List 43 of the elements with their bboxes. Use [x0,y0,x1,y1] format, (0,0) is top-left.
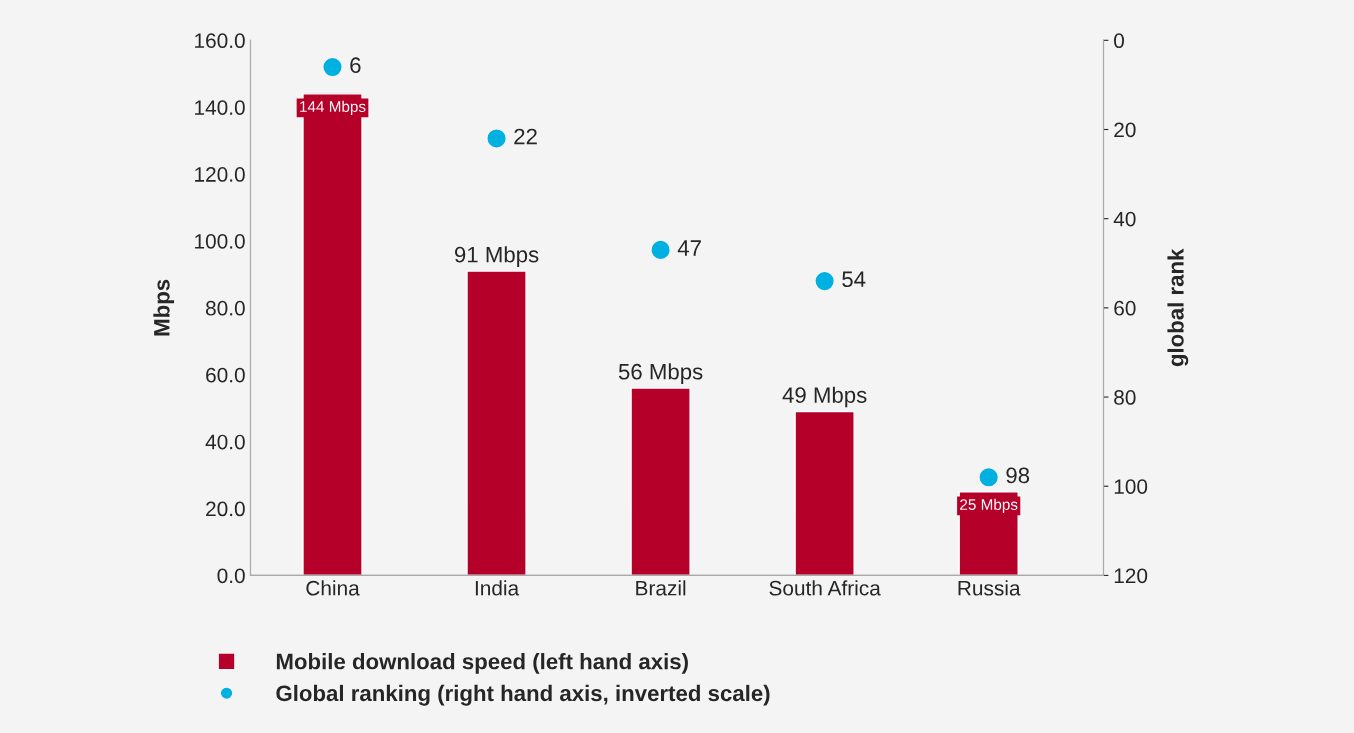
y-tick-label: 20.0 [206,501,245,517]
bar [794,410,855,576]
y-tick-label: 40.0 [205,434,245,450]
y2-tick-label: 40 [1113,211,1136,227]
y-tick-label: 100.0 [195,233,245,249]
y2-tick-label: 0 [1114,33,1124,49]
point [815,272,834,291]
data-label: 22 [514,128,537,145]
y2-tick-label: 120 [1114,568,1148,584]
y-tick-label: 140.0 [195,100,245,115]
bar [630,387,691,576]
y-tick-label: 80.0 [205,300,245,316]
y-tick-label: 0.0 [217,568,245,584]
point [323,58,342,77]
data-label: 49 Mbps [782,386,867,408]
x-tick-label: China [306,580,360,596]
y2-tick-label: 80 [1114,390,1136,405]
x-tick-label: Brazil [636,580,686,596]
legend-label: Mobile download speed (left hand axis) [276,653,688,674]
y-tick-label: 160.0 [195,33,245,49]
y-tick-label: 60.0 [206,367,245,383]
data-label: 54 [842,271,866,288]
data-label: 56 Mbps [618,363,703,384]
data-label: 6 [350,57,361,74]
point [487,129,506,148]
x-tick-label: India [475,580,520,596]
point [651,240,670,259]
y-tick-label: 120.0 [195,167,245,182]
data-label: 25 Mbps [960,498,1018,513]
legend-label: Global ranking (right hand axis, inverted scale) [276,684,770,706]
bar [466,270,527,576]
data-label: 98 [1006,467,1030,484]
y-axis-title: Mbps [153,279,175,336]
y2-tick-label: 100 [1114,479,1148,494]
point [979,468,998,487]
x-tick-label: Russia [958,580,1021,596]
y2-axis-title: global rank [1167,248,1189,367]
x-tick-label: South Africa [769,580,881,596]
data-label: 47 [677,240,701,256]
y2-tick-label: 20 [1114,122,1136,138]
data-label: 91 Mbps [454,246,539,267]
y2-tick-label: 60 [1114,300,1136,316]
data-label: 144 Mbps [300,100,366,116]
